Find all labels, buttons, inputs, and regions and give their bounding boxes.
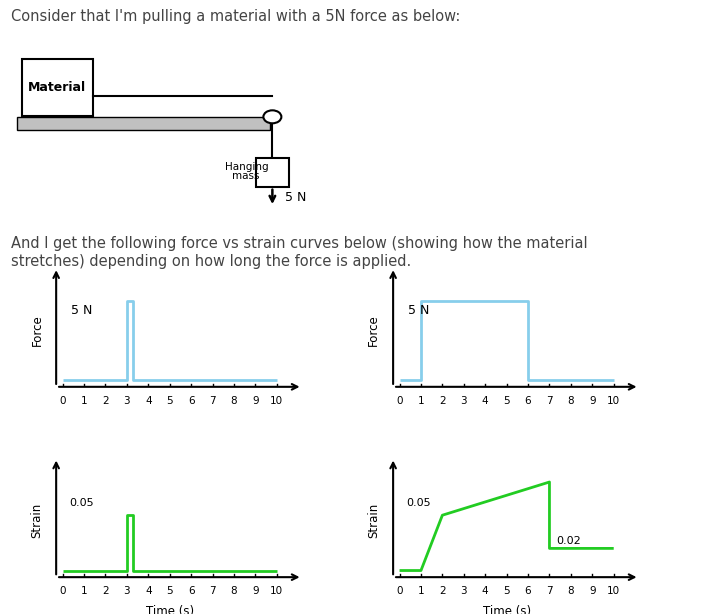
- Text: Material: Material: [28, 81, 86, 94]
- Text: 2: 2: [102, 395, 109, 406]
- Text: 5: 5: [166, 395, 173, 406]
- Text: 5: 5: [503, 395, 510, 406]
- Text: 6: 6: [187, 586, 194, 596]
- Text: 2: 2: [102, 586, 109, 596]
- Text: 5 N: 5 N: [71, 304, 93, 317]
- Text: 2: 2: [439, 586, 446, 596]
- Text: Force: Force: [367, 314, 380, 346]
- Text: 0: 0: [60, 586, 66, 596]
- Text: 8: 8: [231, 395, 237, 406]
- Bar: [22, 59, 93, 116]
- Text: 10: 10: [607, 395, 621, 406]
- Text: Hanging: Hanging: [225, 163, 268, 173]
- Circle shape: [263, 111, 282, 123]
- Text: Consider that I'm pulling a material with a 5N force as below:: Consider that I'm pulling a material wit…: [11, 9, 460, 24]
- Text: 8: 8: [231, 586, 237, 596]
- Bar: [256, 158, 289, 187]
- Text: 6: 6: [524, 395, 531, 406]
- Text: 8: 8: [568, 395, 574, 406]
- Text: 10: 10: [270, 586, 284, 596]
- Text: 10: 10: [270, 395, 284, 406]
- Text: 4: 4: [145, 586, 152, 596]
- Text: 10: 10: [607, 586, 621, 596]
- Text: 1: 1: [81, 586, 87, 596]
- Text: 3: 3: [124, 395, 130, 406]
- Text: 0: 0: [60, 395, 66, 406]
- Text: Strain: Strain: [367, 503, 380, 538]
- Text: 3: 3: [124, 586, 130, 596]
- Text: 5 N: 5 N: [285, 192, 306, 204]
- Text: Strain: Strain: [30, 503, 44, 538]
- Text: 1: 1: [81, 395, 87, 406]
- Text: 7: 7: [546, 395, 552, 406]
- Text: 0.05: 0.05: [406, 499, 430, 508]
- Text: 9: 9: [589, 586, 595, 596]
- Text: 0: 0: [397, 395, 403, 406]
- Bar: [17, 117, 270, 130]
- Text: 5: 5: [503, 586, 510, 596]
- Text: 7: 7: [546, 586, 552, 596]
- Text: Time (s): Time (s): [145, 605, 194, 614]
- Text: 8: 8: [568, 586, 574, 596]
- Text: 1: 1: [418, 586, 424, 596]
- Text: 9: 9: [589, 395, 595, 406]
- Text: 0.02: 0.02: [556, 536, 581, 546]
- Text: 4: 4: [482, 395, 489, 406]
- Text: 9: 9: [252, 395, 258, 406]
- Text: mass: mass: [232, 171, 259, 181]
- Text: 7: 7: [209, 395, 216, 406]
- Text: 3: 3: [461, 586, 467, 596]
- Text: Force: Force: [30, 314, 44, 346]
- Text: And I get the following force vs strain curves below (showing how the material
s: And I get the following force vs strain …: [11, 236, 587, 269]
- Text: 0.05: 0.05: [69, 499, 93, 508]
- Text: 7: 7: [209, 586, 216, 596]
- Text: 5: 5: [166, 586, 173, 596]
- Text: 6: 6: [524, 586, 531, 596]
- Text: 2: 2: [439, 395, 446, 406]
- Text: 5 N: 5 N: [408, 304, 430, 317]
- Text: 0: 0: [397, 586, 403, 596]
- Text: 4: 4: [482, 586, 489, 596]
- Text: 1: 1: [418, 395, 424, 406]
- Text: 4: 4: [145, 395, 152, 406]
- Text: Time (s): Time (s): [482, 605, 531, 614]
- Text: 9: 9: [252, 586, 258, 596]
- Text: 6: 6: [187, 395, 194, 406]
- Text: 3: 3: [461, 395, 467, 406]
